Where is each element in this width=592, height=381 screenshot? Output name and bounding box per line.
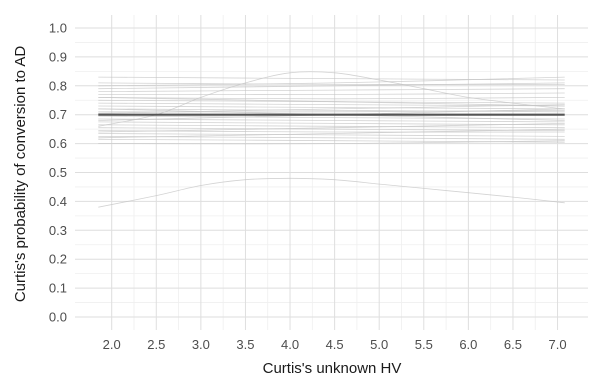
y-tick-label: 0.8 bbox=[49, 78, 67, 93]
y-tick-label: 1.0 bbox=[49, 21, 67, 36]
x-tick-label: 2.5 bbox=[147, 337, 165, 352]
posterior-draw-line bbox=[98, 92, 565, 95]
posterior-draw-line bbox=[98, 133, 565, 137]
x-tick-label: 6.5 bbox=[504, 337, 522, 352]
y-tick-label: 0.2 bbox=[49, 252, 67, 267]
y-tick-labels: 0.0 0.1 0.2 0.3 0.4 0.5 0.6 0.7 0.8 0.9 1.0 bbox=[49, 21, 67, 325]
y-tick-label: 0.6 bbox=[49, 136, 67, 151]
y-tick-label: 0.9 bbox=[49, 49, 67, 64]
x-tick-label: 5.5 bbox=[415, 337, 433, 352]
posterior-draw-line bbox=[98, 123, 565, 133]
posterior-draw-line bbox=[98, 97, 565, 107]
posterior-draw-line bbox=[98, 104, 565, 114]
posterior-draw-line bbox=[98, 115, 565, 120]
x-axis-label: Curtis's unknown HV bbox=[263, 360, 402, 377]
y-tick-label: 0.5 bbox=[49, 165, 67, 180]
y-tick-label: 0.4 bbox=[49, 194, 67, 209]
posterior-draw-line bbox=[98, 82, 565, 85]
x-tick-label: 3.0 bbox=[192, 337, 210, 352]
y-tick-label: 0.0 bbox=[49, 309, 67, 324]
posterior-draw-line bbox=[98, 140, 565, 145]
posterior-draw-lines bbox=[98, 71, 565, 208]
posterior-draw-line bbox=[98, 97, 565, 100]
posterior-draw-line bbox=[98, 76, 565, 81]
x-tick-label: 4.5 bbox=[326, 337, 344, 352]
posterior-draw-line bbox=[98, 105, 565, 110]
y-axis-label: Curtis's probability of conversion to AD bbox=[12, 46, 29, 302]
posterior-draw-line bbox=[98, 124, 565, 129]
x-tick-label: 2.0 bbox=[103, 337, 121, 352]
posterior-draw-line bbox=[98, 76, 565, 87]
x-tick-labels: 2.0 2.5 3.0 3.5 4.0 4.5 5.0 5.5 6.0 6.5 7.0 bbox=[103, 337, 567, 352]
posterior-draw-line bbox=[98, 177, 565, 208]
y-tick-label: 0.3 bbox=[49, 223, 67, 238]
x-tick-label: 4.0 bbox=[281, 337, 299, 352]
y-tick-label: 0.7 bbox=[49, 107, 67, 122]
posterior-draw-line bbox=[98, 88, 565, 92]
x-tick-label: 6.0 bbox=[459, 337, 477, 352]
posterior-draw-line bbox=[98, 118, 565, 123]
posterior-draw-line bbox=[98, 108, 565, 113]
x-tick-label: 3.5 bbox=[236, 337, 254, 352]
posterior-draw-line bbox=[98, 71, 565, 127]
y-tick-label: 0.1 bbox=[49, 281, 67, 296]
grid-major-lines bbox=[75, 15, 588, 330]
posterior-draw-line bbox=[98, 128, 565, 139]
posterior-draw-line bbox=[98, 82, 565, 90]
x-tick-label: 5.0 bbox=[370, 337, 388, 352]
x-tick-label: 7.0 bbox=[549, 337, 567, 352]
